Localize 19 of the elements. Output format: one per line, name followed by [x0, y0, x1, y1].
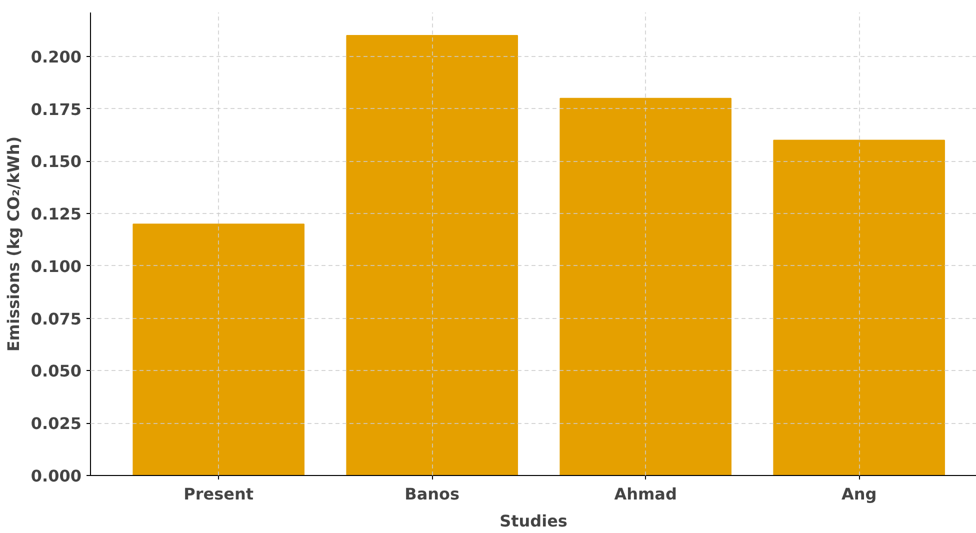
y-tick-label: 0.175 [30, 100, 82, 119]
bar [132, 224, 304, 476]
y-tick-label: 0.150 [30, 152, 82, 172]
y-tick-label: 0.125 [30, 204, 82, 224]
bar [346, 35, 518, 476]
y-tick-label: 0.200 [30, 47, 82, 66]
x-tick-label: Ahmad [614, 484, 677, 504]
x-tick-label: Ang [841, 484, 877, 504]
y-tick-label: 0.025 [30, 414, 82, 434]
bar [773, 140, 945, 476]
x-axis-title: Studies [500, 512, 568, 530]
y-tick-label: 0.075 [30, 309, 82, 328]
y-axis-title: Emissions (kg CO₂/kWh) [4, 136, 23, 352]
x-tick-label: Present [184, 484, 254, 504]
y-tick-label: 0.000 [30, 466, 82, 486]
bar [560, 98, 732, 476]
y-tick-label: 0.100 [30, 257, 82, 276]
x-tick-label: Banos [404, 484, 460, 504]
y-tick-label: 0.050 [30, 362, 82, 381]
